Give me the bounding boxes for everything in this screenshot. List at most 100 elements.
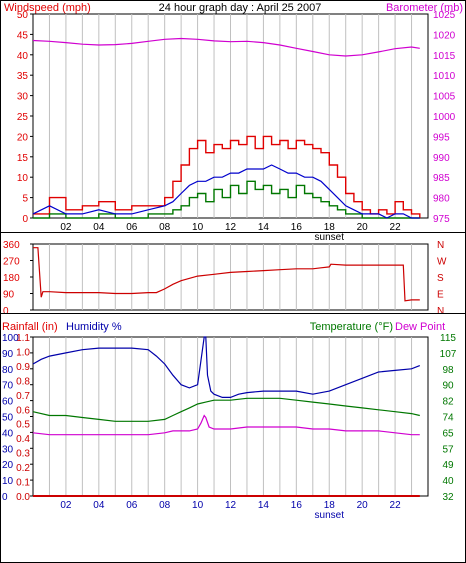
humidity-tick-label: 80 [2, 365, 14, 376]
rain-tick-label: 0.0 [16, 492, 30, 503]
barometer-tick-label: 1020 [433, 30, 456, 41]
temperature-tick-label: 74 [442, 413, 454, 424]
windspeed-tick-label: 10 [17, 173, 29, 184]
barometer-tick-label: 1000 [433, 112, 456, 123]
hour-tick-label: 02 [60, 222, 72, 233]
barometer-tick-label: 985 [433, 173, 450, 184]
temperature-tick-label: 90 [442, 381, 454, 392]
barometer-tick-label: 995 [433, 132, 450, 143]
hour-tick-label: 16 [291, 500, 303, 511]
humidity-tick-label: 90 [2, 349, 14, 360]
hour-tick-label: 04 [93, 222, 105, 233]
barometer-tick-label: 980 [433, 194, 450, 205]
humidity-tick-label: 20 [2, 460, 14, 471]
hour-tick-label: 04 [93, 500, 105, 511]
windspeed-tick-label: 0 [22, 214, 28, 225]
gust-series [33, 135, 421, 218]
compass-tick-label: S [437, 273, 444, 284]
direction-tick-label: 0 [3, 306, 9, 317]
rain-humidity-temperature-panel: 0.0 0.1 0.2 0.3 0.4 0.5 0.6 0.7 0.8 0.9 1.0 1.1 0 10 2… [2, 333, 457, 521]
dewpoint-series [32, 414, 420, 436]
compass-tick-label: E [437, 290, 444, 301]
hour-tick-label: 22 [390, 500, 402, 511]
humidity-tick-label: 40 [2, 428, 14, 439]
hour-tick-label: 20 [357, 222, 369, 233]
barometer-axis-label: Barometer (mb) [386, 2, 463, 14]
temperature-tick-label: 49 [442, 460, 454, 471]
hour-tick-label: 02 [60, 500, 72, 511]
hour-tick-label: 06 [126, 222, 138, 233]
barometer-tick-label: 1005 [433, 92, 456, 103]
barometer-series [32, 37, 420, 57]
humidity-tick-label: 100 [2, 333, 19, 344]
hour-tick-label: 06 [126, 500, 138, 511]
temperature-tick-label: 65 [442, 428, 454, 439]
windspeed-tick-label: 5 [22, 194, 28, 205]
temperature-series [32, 397, 420, 422]
temperature-tick-label: 115 [440, 333, 456, 344]
windspeed-tick-label: 35 [17, 71, 29, 82]
temperature-tick-label: 107 [440, 349, 457, 360]
hour-tick-label: 10 [192, 222, 204, 233]
sunset-marker-label: sunset [315, 232, 345, 243]
hour-tick-label: 16 [291, 222, 303, 233]
hour-tick-label: 08 [159, 500, 171, 511]
humidity-tick-label: 50 [2, 413, 14, 424]
barometer-tick-label: 975 [433, 214, 450, 225]
rain-tick-label: 0.2 [16, 463, 30, 474]
direction-tick-label: 360 [3, 240, 20, 251]
humidity-tick-label: 10 [2, 476, 14, 487]
hour-tick-label: 12 [225, 222, 237, 233]
rain-tick-label: 1.0 [16, 347, 30, 358]
rain-tick-label: 0.1 [16, 478, 30, 489]
barometer-tick-label: 1010 [433, 71, 456, 82]
humidity-tick-label: 0 [2, 492, 8, 503]
direction-tick-label: 270 [3, 257, 20, 268]
temperature-axis-label: Temperature (°F) [310, 321, 393, 333]
compass-tick-label: N [437, 306, 444, 317]
hour-tick-label: 14 [258, 500, 270, 511]
hour-tick-label: 10 [192, 500, 204, 511]
direction-series [33, 247, 420, 302]
humidity-tick-label: 70 [2, 381, 14, 392]
hour-tick-label: 18 [324, 222, 336, 233]
sunset-marker-label: sunset [315, 510, 345, 521]
windspeed-tick-label: 40 [17, 51, 29, 62]
windspeed-tick-label: 30 [17, 92, 29, 103]
rain-tick-label: 0.5 [16, 420, 30, 431]
temperature-tick-label: 32 [442, 492, 454, 503]
wind-barometer-panel: 0510152025303540455097598098599099510001… [17, 10, 456, 243]
windspeed-tick-label: 20 [17, 132, 29, 143]
humidity-series [32, 336, 421, 398]
barometer-tick-label: 990 [433, 153, 450, 164]
compass-tick-label: N [437, 240, 444, 251]
direction-tick-label: 180 [3, 273, 20, 284]
chart-title: 24 hour graph day : April 25 2007 [159, 2, 322, 14]
windspeed-tick-label: 50 [17, 10, 29, 21]
hour-tick-label: 20 [357, 500, 369, 511]
rain-tick-label: 0.3 [16, 449, 30, 460]
temperature-tick-label: 98 [442, 365, 454, 376]
windspeed-axis-label: Windspeed (mph) [4, 2, 91, 14]
barometer-tick-label: 1015 [433, 51, 456, 62]
temperature-tick-label: 57 [442, 444, 454, 455]
windspeed-tick-label: 45 [17, 30, 29, 41]
rain-tick-label: 0.7 [16, 391, 30, 402]
compass-tick-label: W [437, 257, 447, 268]
barometer-tick-label: 1025 [433, 10, 456, 21]
hour-tick-label: 22 [390, 222, 402, 233]
rain-tick-label: 0.8 [16, 376, 30, 387]
rain-tick-label: 1.1 [16, 333, 30, 344]
hour-tick-label: 08 [159, 222, 171, 233]
windspeed-tick-label: 15 [17, 153, 29, 164]
humidity-tick-label: 60 [2, 397, 14, 408]
hour-tick-label: 18 [324, 500, 336, 511]
hour-tick-label: 12 [225, 500, 237, 511]
dewpoint-axis-label: Dew Point [395, 321, 445, 333]
min-wind-series [33, 180, 420, 219]
rainfall-axis-label: Rainfall (in) [2, 321, 58, 333]
rain-tick-label: 0.9 [16, 362, 30, 373]
rain-tick-label: 0.4 [16, 434, 30, 445]
